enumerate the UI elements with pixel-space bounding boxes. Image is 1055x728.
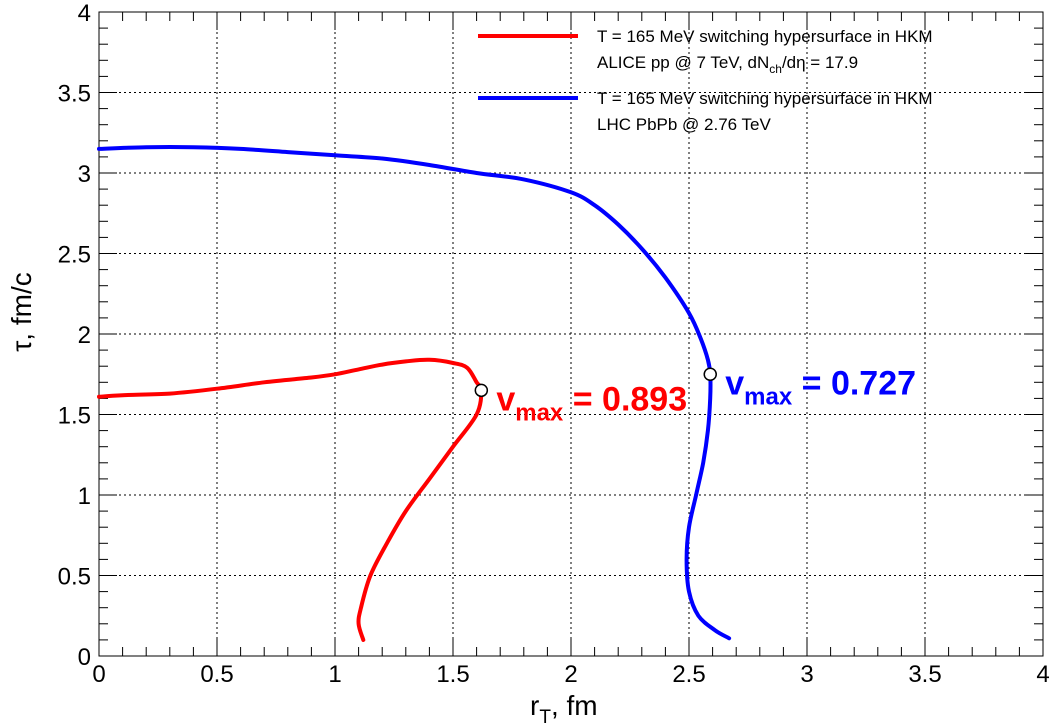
y-tick-labels: 0 0.5 1 1.5 2 2.5 3 3.5 4	[58, 0, 91, 671]
legend-label-2-line1: T = 165 MeV switching hypersurface in HK…	[597, 89, 933, 108]
y-tick-label: 4	[78, 0, 91, 27]
legend: T = 165 MeV switching hypersurface in HK…	[478, 27, 933, 134]
x-tick-label: 3	[800, 661, 813, 688]
legend-label-2-line2: LHC PbPb @ 2.76 TeV	[597, 115, 771, 134]
x-tick-label: 0.5	[200, 661, 233, 688]
x-tick-label: 1.5	[436, 661, 469, 688]
y-tick-label: 1	[78, 483, 91, 510]
y-tick-label: 3.5	[58, 81, 91, 108]
y-axis-title: τ, fm/c	[6, 272, 37, 352]
vmax-annotation-2: vmax = 0.727	[725, 364, 916, 410]
x-axis-title: rT, fm	[530, 690, 598, 728]
vmax-marker-1	[474, 383, 489, 398]
x-tick-labels: 0 0.5 1 1.5 2 2.5 3 3.5 4	[92, 661, 1049, 688]
series-line-2	[97, 145, 732, 641]
x-tick-label: 0	[92, 661, 105, 688]
y-tick-label: 2	[78, 322, 91, 349]
x-tick-label: 3.5	[908, 661, 941, 688]
x-tick-label: 4	[1036, 661, 1049, 688]
x-tick-label: 2.5	[672, 661, 705, 688]
vmax-annotation-1: vmax = 0.893	[496, 380, 687, 426]
x-tick-label: 1	[328, 661, 341, 688]
series-line-1	[97, 357, 484, 642]
vmax-marker-2	[703, 367, 717, 381]
ticks	[98, 11, 1044, 657]
legend-label-1-line2: ALICE pp @ 7 TeV, dNch/dη = 17.9	[597, 53, 858, 76]
x-tick-label: 2	[564, 661, 577, 688]
y-tick-label: 0	[78, 644, 91, 671]
y-tick-label: 2.5	[58, 242, 91, 269]
y-tick-label: 1.5	[58, 403, 91, 430]
y-tick-label: 0.5	[58, 564, 91, 591]
y-tick-label: 3	[78, 161, 91, 188]
series-group	[97, 145, 732, 642]
grid	[99, 12, 1043, 656]
legend-label-1-line1: T = 165 MeV switching hypersurface in HK…	[597, 27, 933, 46]
markers-group: vmax = 0.893 vmax = 0.727	[474, 364, 916, 426]
plot-frame	[98, 11, 1044, 657]
